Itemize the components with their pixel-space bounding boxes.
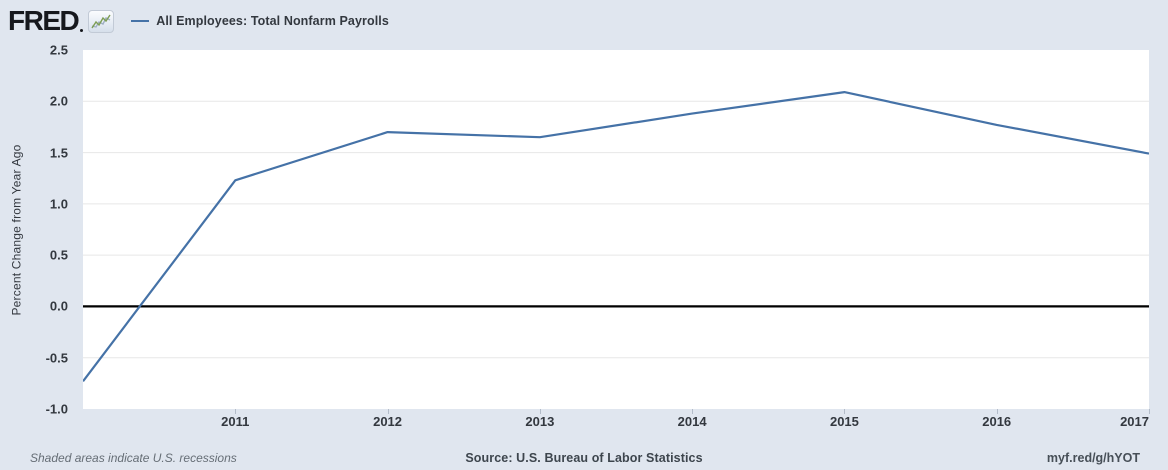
chart-legend: All Employees: Total Nonfarm Payrolls	[131, 14, 389, 28]
y-tick-label: 0.5	[49, 247, 68, 263]
y-tick-label: 1.0	[49, 196, 68, 212]
y-tick-label: 1.5	[49, 145, 68, 161]
x-tick-label: 2011	[221, 414, 250, 429]
short-url-link[interactable]: myf.red/g/hYOT	[1046, 451, 1140, 465]
x-tick-mark	[692, 409, 694, 414]
x-tick-mark	[539, 409, 541, 414]
x-tick-label: 2014	[677, 414, 707, 429]
chart-svg	[83, 90, 1149, 382]
fred-logo-text: FRED	[8, 5, 80, 36]
source-text: Source: U.S. Bureau of Labor Statistics	[465, 451, 703, 465]
x-tick-mark	[235, 409, 237, 414]
header: FRED All Employees: Total Nonfarm Payrol…	[8, 6, 389, 36]
x-tick-mark	[1149, 409, 1150, 414]
y-tick-label: 2.5	[49, 42, 68, 58]
x-axis-tick-marks	[83, 409, 1150, 415]
y-tick-label: -1.0	[45, 401, 68, 417]
series-line	[83, 90, 1149, 382]
y-axis-tick-labels: 2.5 2.0 1.5 1.0 0.5 0.0 -0.5 -1.0	[0, 43, 68, 417]
x-tick-mark	[996, 409, 998, 414]
x-tick-label: 2013	[525, 414, 555, 429]
y-tick-label: -0.5	[45, 350, 68, 366]
legend-line-swatch	[131, 20, 150, 22]
y-tick-label: 2.0	[49, 93, 68, 109]
x-tick-label: 2015	[829, 414, 859, 429]
footer: Shaded areas indicate U.S. recessions So…	[0, 449, 1168, 467]
fred-logo[interactable]: FRED	[8, 5, 115, 36]
x-tick-label: 2012	[373, 414, 403, 429]
x-tick-label: 2017	[1120, 414, 1149, 429]
x-axis-tick-labels: 2011 2012 2013 2014 2015 2016 2017	[83, 414, 1149, 432]
x-tick-mark	[387, 409, 389, 414]
fred-sparkline-icon	[88, 10, 115, 33]
y-tick-label: 0.0	[49, 298, 68, 314]
registered-mark-dot	[80, 29, 84, 32]
x-tick-mark	[844, 409, 846, 414]
x-tick-label: 2016	[982, 414, 1012, 429]
legend-series-label: All Employees: Total Nonfarm Payrolls	[156, 14, 389, 28]
chart-plot-area[interactable]	[83, 50, 1149, 409]
recession-note: Shaded areas indicate U.S. recessions	[30, 451, 237, 465]
